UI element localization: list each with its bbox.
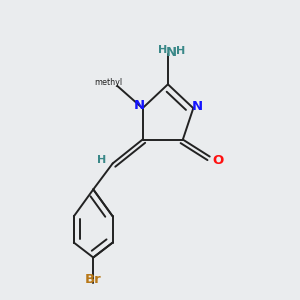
Text: H: H xyxy=(97,155,106,165)
Text: N: N xyxy=(192,100,203,113)
Text: methyl: methyl xyxy=(95,78,123,87)
Text: Br: Br xyxy=(85,273,102,286)
Text: O: O xyxy=(212,154,224,167)
Text: N: N xyxy=(134,99,145,112)
Text: H: H xyxy=(176,46,186,56)
Text: H: H xyxy=(158,45,167,55)
Text: N: N xyxy=(165,46,176,59)
